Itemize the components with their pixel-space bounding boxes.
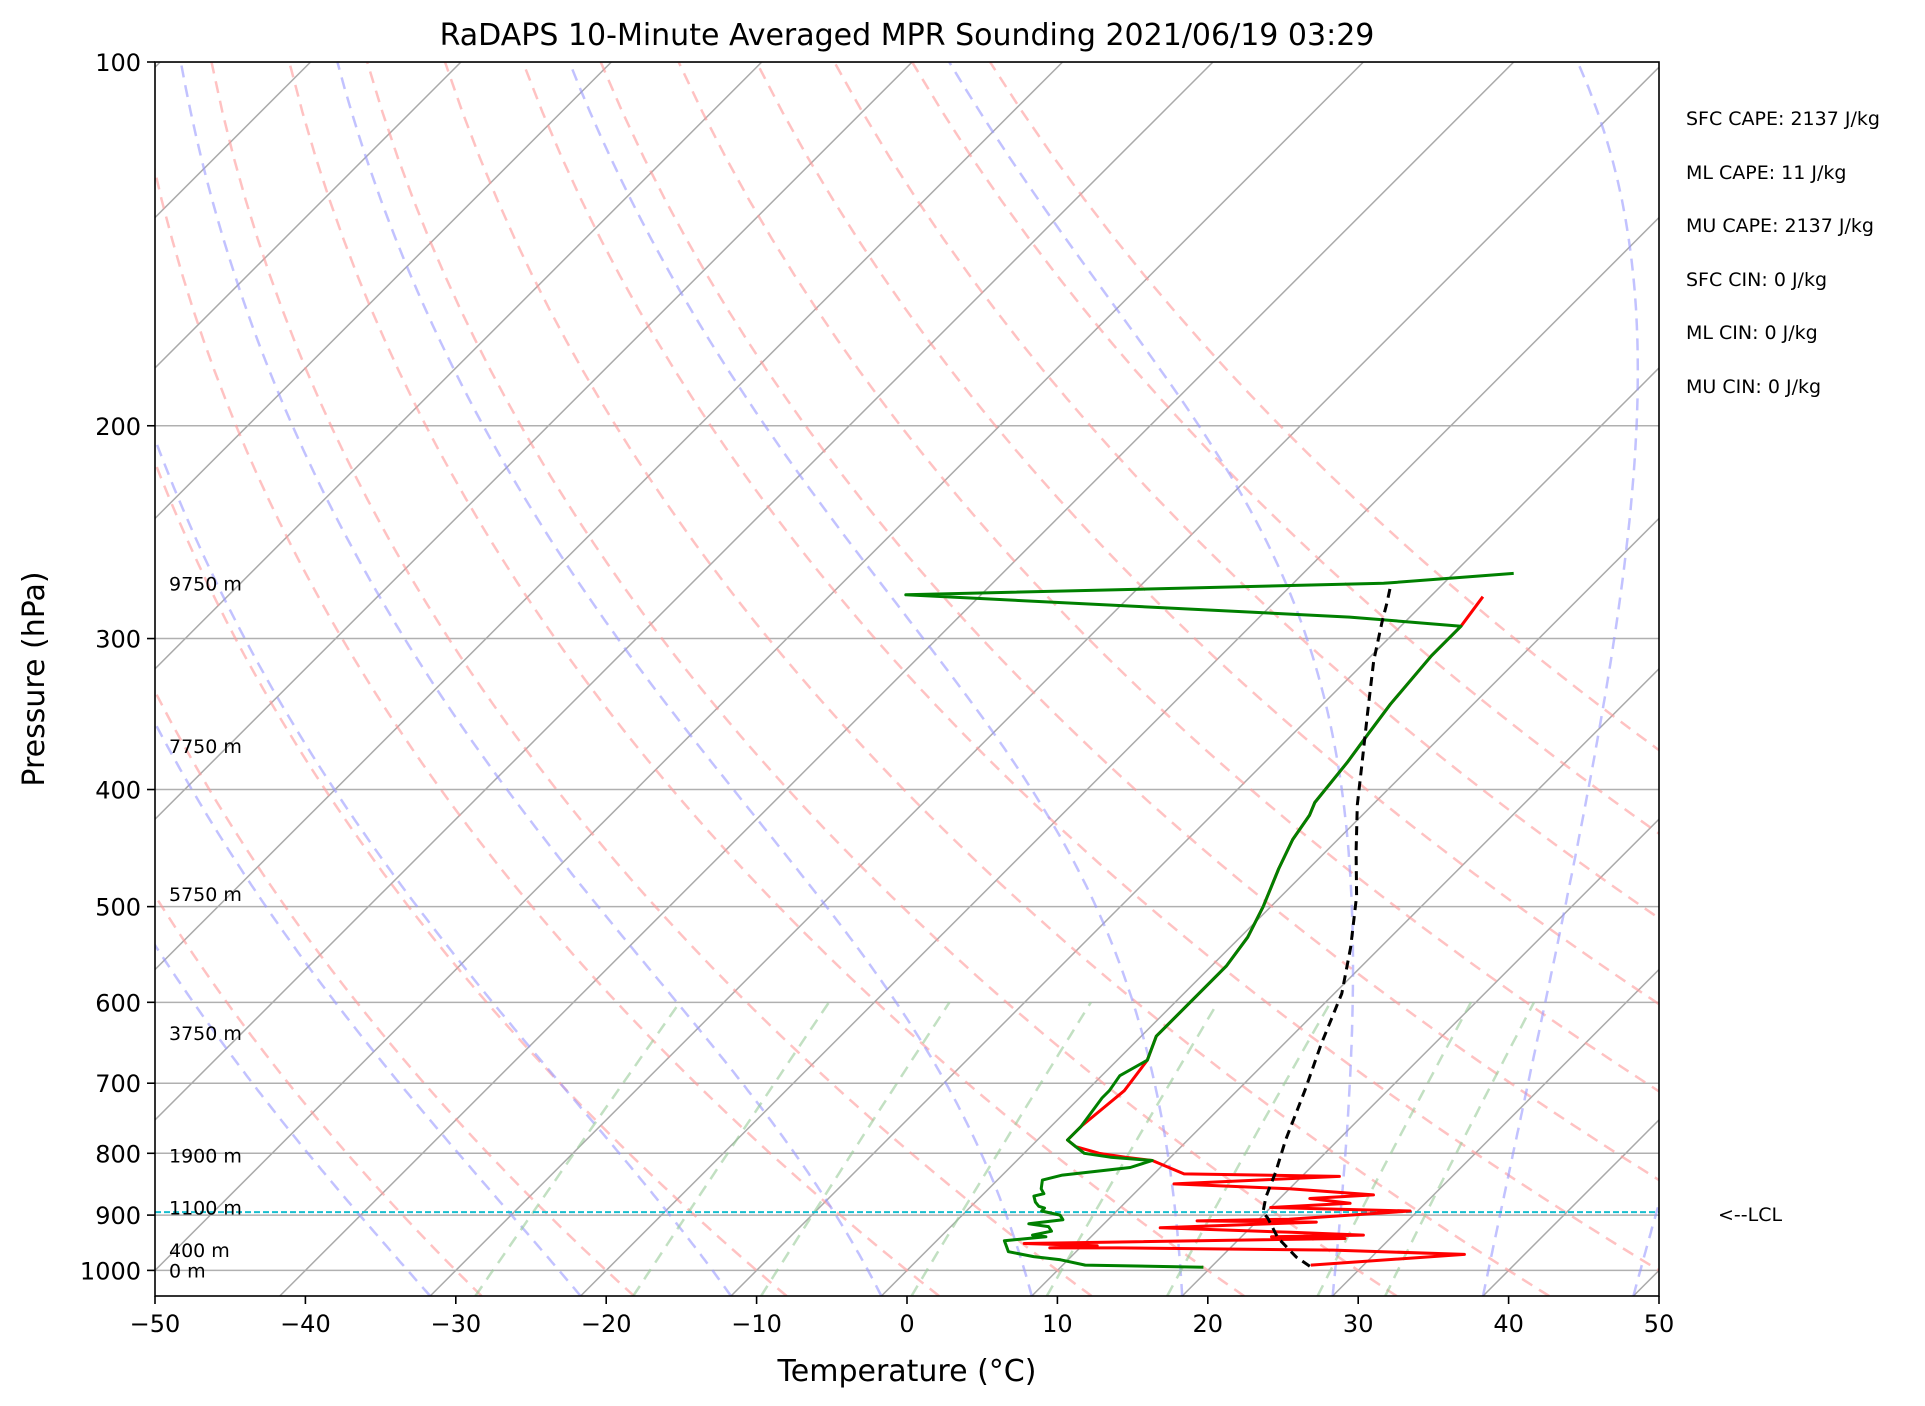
x-tick-label: −30 [430, 1310, 481, 1338]
dry-adiabat-line [911, 62, 1659, 836]
moist-adiabat-line [179, 62, 883, 1296]
isotherm-line [155, 62, 913, 821]
x-tick-label: 10 [1042, 1310, 1073, 1338]
dry-adiabat-line [988, 62, 1659, 752]
x-tick-label: 40 [1493, 1310, 1524, 1338]
ml-cape-annotation: ML CAPE: 11 J/kg [1686, 162, 1847, 184]
mu-cin-annotation: MU CIN: 0 J/kg [1686, 376, 1822, 398]
parcel-profile-line [1261, 582, 1393, 1268]
y-tick-label: 500 [95, 894, 141, 922]
height-label: 1100 m [169, 1197, 242, 1219]
isotherm-line [155, 62, 612, 520]
x-tick-label: 50 [1644, 1310, 1675, 1338]
isotherm-line [880, 517, 1659, 1296]
y-tick-label: 100 [95, 49, 141, 77]
sfc-cape-annotation: SFC CAPE: 2137 J/kg [1686, 108, 1880, 130]
dry-adiabat-line [599, 62, 1659, 1182]
mixing-ratio-line [760, 1001, 951, 1296]
moist-adiabat-line [336, 62, 1034, 1296]
ml-cin-annotation: ML CIN: 0 J/kg [1686, 322, 1818, 344]
isotherm-line [279, 62, 1515, 1296]
x-tick-label: 0 [899, 1310, 914, 1338]
dewpoint-line [904, 571, 1514, 1269]
temperature-line [1022, 595, 1485, 1267]
y-axis-label: Pressure (hPa) [17, 571, 52, 786]
height-label: 7750 m [169, 736, 242, 758]
mixing-ratio-line [1316, 1001, 1473, 1296]
lcl-label: <--LCL [1718, 1204, 1782, 1226]
dry-adiabat-line [155, 688, 635, 1296]
x-tick-label: −20 [581, 1310, 632, 1338]
y-tick-label: 1000 [80, 1257, 141, 1285]
dry-adiabat-line [155, 893, 483, 1296]
y-tick-label: 200 [95, 413, 141, 441]
mixing-ratio-line [1166, 1001, 1332, 1296]
chart-title: RaDAPS 10-Minute Averaged MPR Sounding 2… [440, 18, 1375, 53]
height-label: 1900 m [169, 1145, 242, 1167]
dry-adiabat-line [210, 62, 1093, 1296]
moist-adiabat-line [1481, 62, 1640, 1296]
moist-adiabat-line [568, 62, 1184, 1296]
y-tick-label: 400 [95, 777, 141, 805]
plot-frame [154, 61, 1660, 1297]
height-label: 400 m [169, 1240, 230, 1262]
x-tick-label: 30 [1343, 1310, 1374, 1338]
mixing-ratio-line [474, 1001, 681, 1296]
dry-adiabat-line [288, 62, 1245, 1296]
x-tick-label: −50 [130, 1310, 181, 1338]
height-label: 9750 m [169, 573, 242, 595]
dry-adiabat-line [155, 165, 940, 1296]
isotherm-line [155, 62, 763, 670]
mixing-ratio-line [632, 1001, 831, 1296]
dry-adiabat-line [677, 62, 1659, 1093]
height-label: 0 m [169, 1260, 206, 1282]
isotherm-line [155, 62, 1214, 1122]
height-label: 3750 m [169, 1023, 242, 1045]
y-tick-label: 300 [95, 626, 141, 654]
dry-adiabat-line [833, 62, 1659, 920]
dry-adiabat-line [366, 62, 1398, 1296]
x-tick-label: 20 [1193, 1310, 1224, 1338]
isotherm-line [1632, 1269, 1659, 1296]
height-label: 5750 m [169, 884, 242, 906]
mixing-ratio-line [910, 1001, 1092, 1296]
y-tick-label: 800 [95, 1140, 141, 1168]
y-tick-label: 900 [95, 1202, 141, 1230]
moist-adiabat-line [155, 942, 432, 1296]
isotherm-line [1332, 968, 1659, 1296]
y-tick-label: 700 [95, 1070, 141, 1098]
isotherm-line [0, 62, 10, 1296]
mu-cape-annotation: MU CAPE: 2137 J/kg [1686, 215, 1874, 237]
dry-adiabat-line [521, 62, 1659, 1272]
x-tick-label: −10 [731, 1310, 782, 1338]
isotherm-line [1482, 1118, 1659, 1296]
dry-adiabat-line [755, 62, 1659, 1006]
isotherm-line [155, 62, 462, 370]
moist-adiabat-line [948, 62, 1355, 1296]
isotherm-line [1031, 667, 1659, 1296]
isotherm-line [429, 66, 1659, 1296]
x-tick-label: −40 [280, 1310, 331, 1338]
x-axis-label: Temperature (°C) [777, 1354, 1037, 1389]
isotherm-line [155, 62, 1364, 1272]
moist-adiabat-line [1632, 1198, 1659, 1296]
moist-adiabat-line [155, 435, 733, 1296]
isotherm-line [1181, 818, 1659, 1296]
sfc-cin-annotation: SFC CIN: 0 J/kg [1686, 269, 1828, 291]
isotherm-line [155, 62, 1064, 971]
y-tick-label: 600 [95, 989, 141, 1017]
dry-adiabat-line [443, 62, 1550, 1296]
isotherm-line [580, 216, 1659, 1296]
moist-adiabat-line [155, 720, 582, 1296]
